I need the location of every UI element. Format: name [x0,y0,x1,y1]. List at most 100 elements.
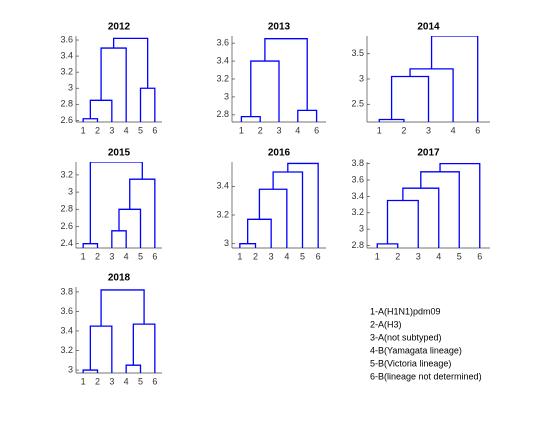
leaf-label: 1 [375,251,380,261]
legend-entry: 2-A(H3) [370,319,402,329]
y-tick-label: 2.4 [60,238,73,248]
dendrogram-link [386,199,419,248]
dendrogram-link [111,230,127,248]
y-tick-label: 2.8 [60,99,73,109]
dendrogram-link [264,38,308,111]
leaf-label: 1 [81,376,86,386]
leaf-label: 5 [300,251,305,261]
y-tick-label: 3.6 [351,174,364,184]
leaf-label: 1 [81,125,86,135]
legend-entry: 4-B(Yamagata lineage) [370,345,462,355]
leaf-label: 1 [377,125,382,135]
subplot: 2017 2.8 3 3.2 3.4 3.6 3.8 1 2 3 4 5 6 [351,148,490,261]
dendrogram-link [239,243,257,248]
leaf-label: 6 [316,251,321,261]
y-tick-label: 2.5 [351,99,364,109]
legend-entry: 6-B(lineage not determined) [370,371,482,381]
subplot-title: 2013 [268,22,291,33]
y-tick-label: 3.4 [60,325,73,335]
y-tick-label: 2.8 [351,240,364,250]
y-tick-label: 3.4 [216,181,229,191]
y-tick-label: 3 [359,224,364,234]
subplot-title: 2017 [417,148,440,159]
leaf-label: 2 [253,251,258,261]
leaf-label: 6 [152,251,157,261]
y-tick-label: 2.6 [60,115,73,125]
dendrogram-link [390,75,430,122]
subplot-title: 2016 [268,148,291,159]
y-tick-label: 3.6 [60,306,73,316]
dendrogram-link [258,188,288,248]
leaf-label: 3 [276,125,281,135]
dendrogram-link [100,289,145,327]
y-tick-label: 2.8 [60,204,73,214]
dendrogram-link [125,364,142,373]
dendrogram-link [420,171,460,248]
dendrogram-link [240,115,261,122]
leaf-label: 6 [477,251,482,261]
y-tick-label: 3.2 [216,73,229,83]
legend-entry: 5-B(Victoria lineage) [370,358,451,368]
y-tick-label: 3.4 [60,50,73,60]
dendrogram-link [89,325,113,373]
dendrogram-link [82,369,99,373]
leaf-label: 4 [124,251,129,261]
y-tick-label: 3.6 [216,38,229,48]
subplot: 2013 2.8 3 3.2 3.4 3.6 1 2 3 4 6 [216,22,326,135]
y-tick-label: 3.5 [351,48,364,58]
dendrogram-link [272,171,304,248]
y-tick-label: 3 [68,364,73,374]
leaf-label: 2 [401,125,406,135]
leaf-label: 3 [426,125,431,135]
leaf-label: 4 [124,125,129,135]
leaf-label: 2 [395,251,400,261]
y-tick-label: 2.6 [60,221,73,231]
y-tick-label: 3.8 [351,158,364,168]
dendrogram-link [139,87,156,122]
dendrogram-link [82,243,99,248]
subplot-title: 2012 [108,22,131,33]
y-tick-label: 3 [359,73,364,83]
subplot-title: 2018 [108,273,131,284]
leaf-label: 2 [95,251,100,261]
leaf-label: 6 [314,125,319,135]
y-tick-label: 3.2 [60,345,73,355]
leaf-label: 3 [109,251,114,261]
leaf-label: 3 [416,251,421,261]
subplot: 2014 2.5 3 3.5 1 2 3 4 6 [351,22,490,135]
dendrogram-link [250,60,280,122]
y-tick-label: 3 [68,186,73,196]
dendrogram-link [112,37,149,89]
y-tick-label: 2.8 [216,109,229,119]
y-tick-label: 3 [68,83,73,93]
leaf-label: 1 [81,251,86,261]
leaf-label: 4 [124,376,129,386]
dendrogram-link [287,162,319,248]
leaf-label: 4 [284,251,289,261]
y-tick-label: 3.2 [60,67,73,77]
dendrogram-link [402,187,440,248]
y-tick-label: 3 [224,238,229,248]
legend-entry: 3-A(not subtyped) [370,332,442,342]
y-tick-label: 3.8 [60,286,73,296]
leaf-label: 4 [451,125,456,135]
leaf-label: 6 [475,125,480,135]
dendrogram-link [376,243,399,248]
dendrogram-link [297,109,318,122]
dendrogram-link [409,68,454,122]
leaf-label: 2 [258,125,263,135]
leaf-label: 5 [138,125,143,135]
dendrogram-link [439,162,481,248]
leaf-label: 3 [109,376,114,386]
legend-entry: 1-A(H1N1)pdm09 [370,306,441,316]
leaf-label: 6 [152,376,157,386]
y-tick-label: 3.6 [60,34,73,44]
y-tick-label: 3.4 [351,191,364,201]
leaf-label: 6 [152,125,157,135]
leaf-label: 4 [295,125,300,135]
leaf-label: 1 [237,251,242,261]
y-tick-label: 3.4 [216,55,229,65]
